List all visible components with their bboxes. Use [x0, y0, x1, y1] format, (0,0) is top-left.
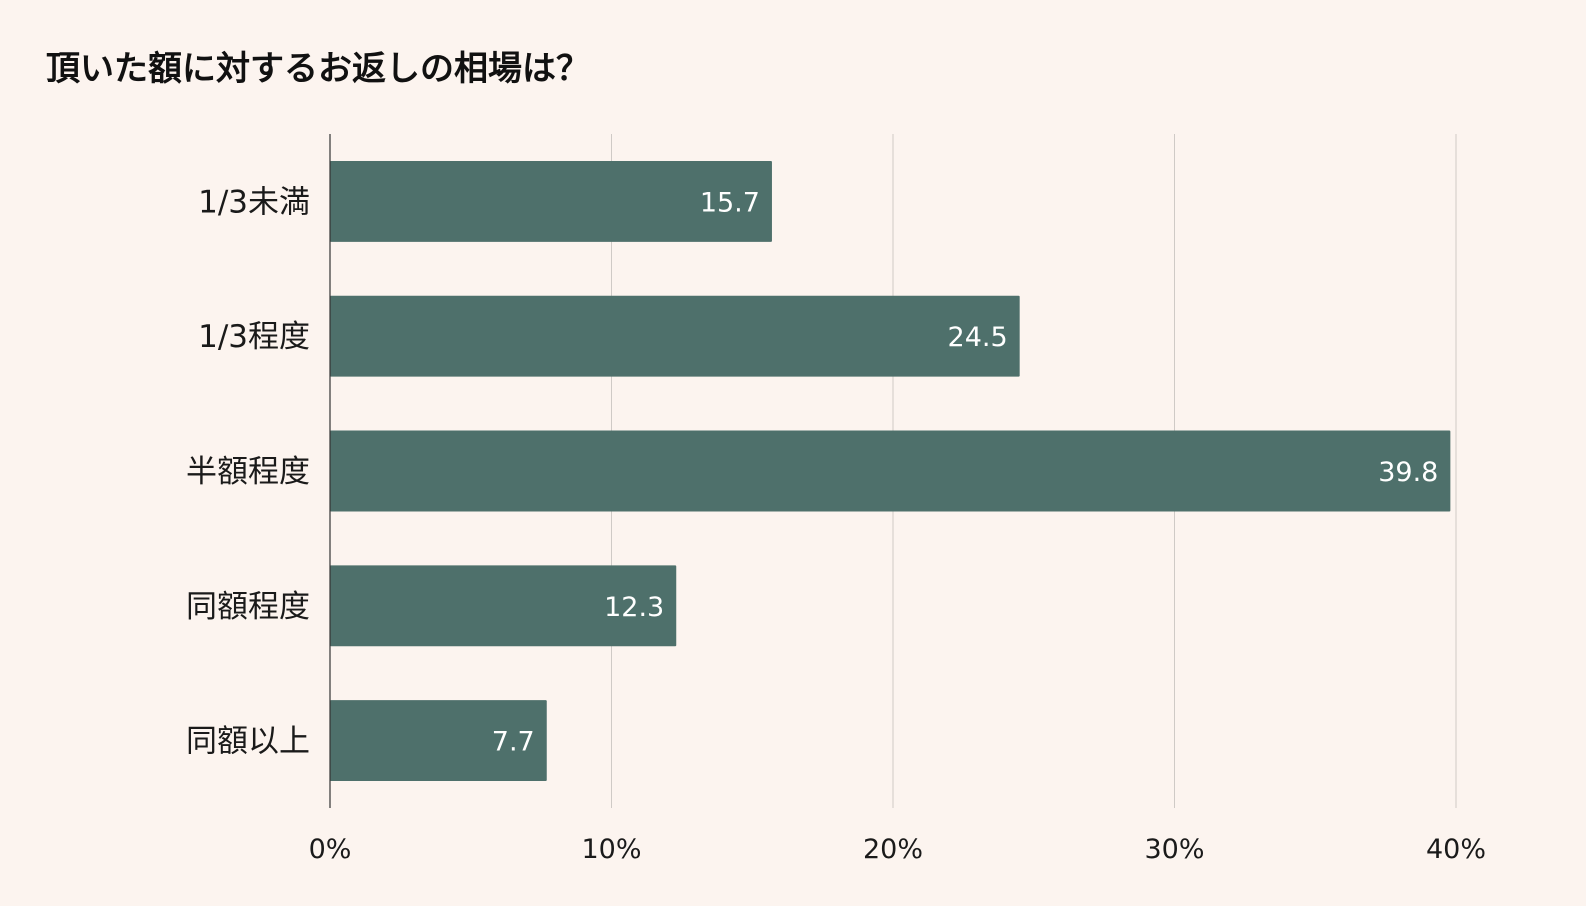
bars	[330, 160, 1451, 782]
data-label: 7.7	[492, 727, 535, 758]
bar	[330, 430, 1451, 512]
bar	[330, 295, 1020, 377]
category-label: 同額以上	[186, 724, 310, 760]
data-label: 15.7	[700, 187, 760, 218]
x-tick-label: 0%	[309, 834, 352, 865]
data-label: 12.3	[604, 592, 664, 623]
bar	[330, 565, 677, 647]
data-label: 24.5	[948, 322, 1008, 353]
category-label: 半額程度	[186, 454, 310, 490]
category-label: 同額程度	[186, 589, 310, 625]
labels: 0% 10% 20% 30% 40% 15.7 1/3未満 24.5 1/3程度 39.8 半額程度…	[186, 184, 1486, 865]
x-tick-label: 40%	[1426, 834, 1486, 865]
chart-title: 頂いた額に対するお返しの相場は？	[46, 49, 590, 89]
category-label: 1/3程度	[198, 319, 310, 355]
x-tick-label: 30%	[1144, 834, 1204, 865]
category-label: 1/3未満	[198, 184, 310, 220]
x-tick-label: 20%	[863, 834, 923, 865]
bar	[330, 160, 772, 242]
x-tick-label: 10%	[581, 834, 641, 865]
bar	[330, 700, 547, 782]
data-label: 39.8	[1378, 457, 1438, 488]
